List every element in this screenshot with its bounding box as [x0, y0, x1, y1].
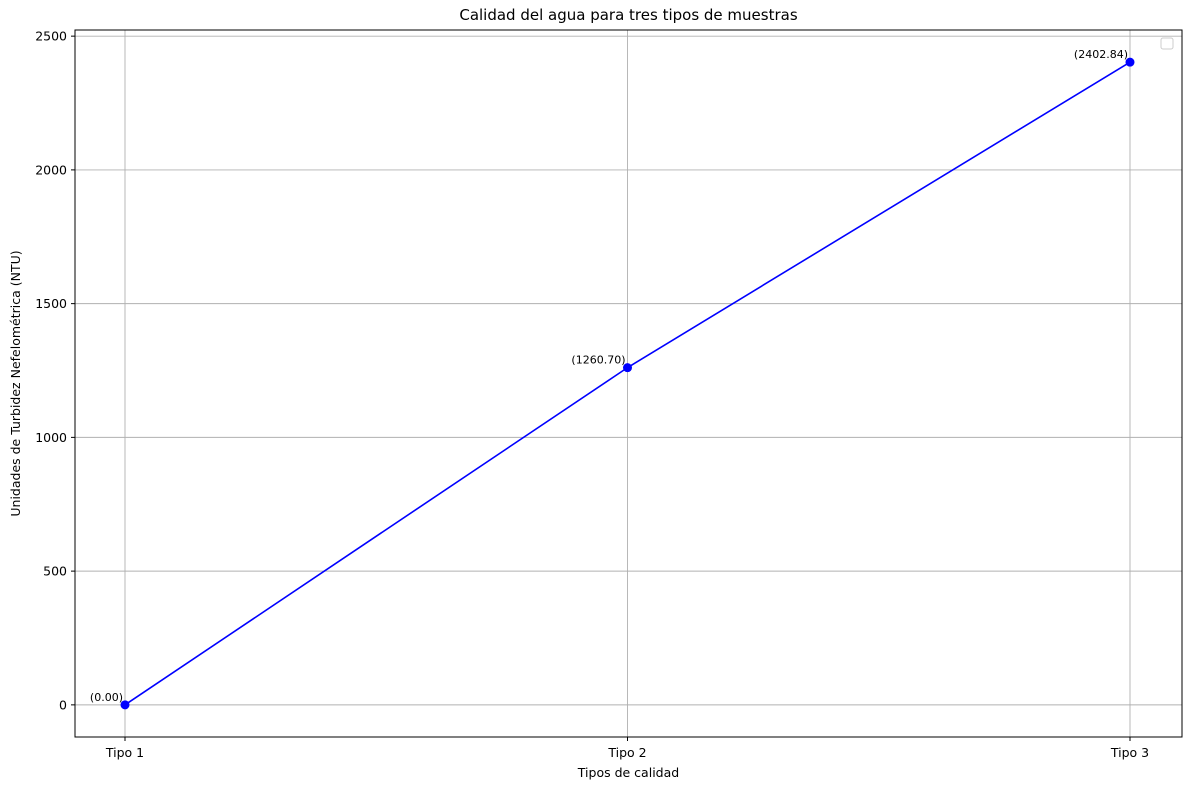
y-tick-label: 2500 — [35, 29, 67, 44]
x-axis-label: Tipos de calidad — [577, 765, 679, 780]
data-label: (1260.70) — [571, 354, 625, 367]
y-tick-label: 0 — [59, 697, 67, 712]
y-axis-label: Unidades de Turbidez Nefelométrica (NTU) — [8, 250, 23, 516]
data-point — [623, 363, 632, 373]
y-tick-label: 1500 — [35, 296, 67, 311]
x-tick-label: Tipo 1 — [105, 745, 144, 760]
data-label: (2402.84) — [1074, 48, 1128, 61]
plot-frame — [74, 29, 1183, 738]
legend-box — [1160, 37, 1174, 50]
y-tick-label: 1000 — [35, 430, 67, 445]
data-point — [120, 700, 130, 710]
data-label: (0.00) — [90, 691, 123, 704]
x-tick-label: Tipo 2 — [607, 745, 646, 760]
series-group: (0.00) (1260.70) (2402.84) — [90, 48, 1135, 710]
x-tick-label: Tipo 3 — [1110, 745, 1149, 760]
data-point — [1125, 57, 1135, 67]
y-tick-label: 500 — [43, 564, 67, 579]
y-tick-label: 2000 — [35, 162, 67, 177]
chart-title: Calidad del agua para tres tipos de mues… — [459, 6, 797, 24]
axes-group: 0 500 1000 1500 2000 2500 Tipo 1 Tipo 2 Tipo 3 — [35, 29, 1149, 760]
grid-lines — [75, 30, 1182, 737]
